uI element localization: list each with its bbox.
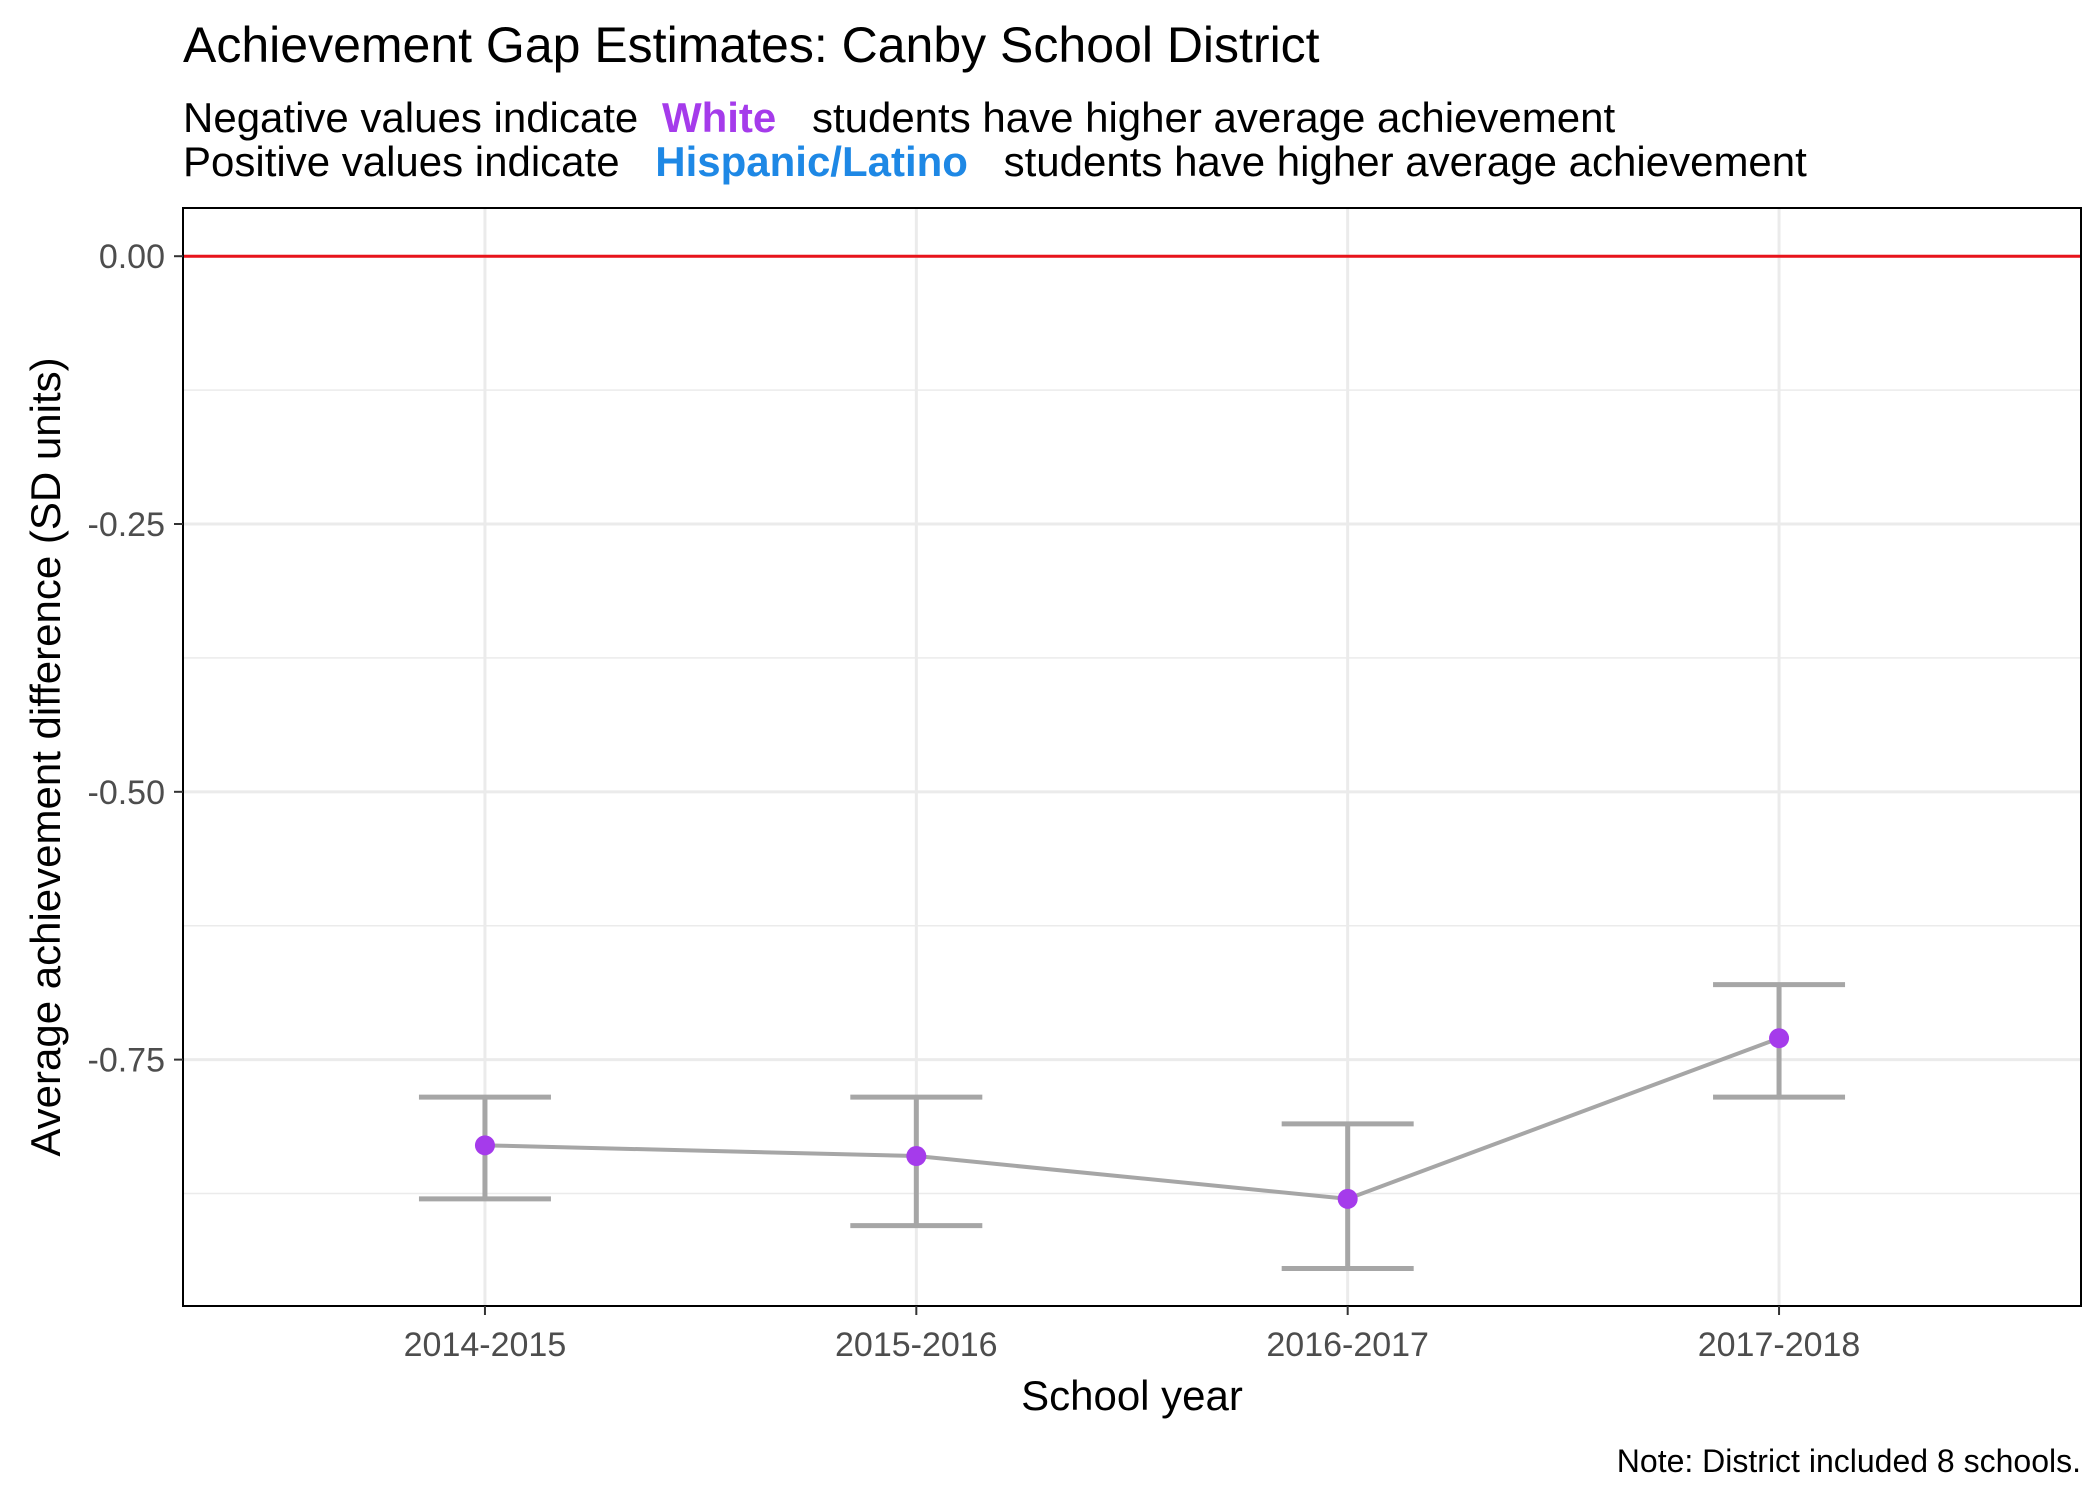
series-line	[484, 1036, 1780, 1201]
x-tick-label: 2015-2016	[835, 1326, 998, 1364]
y-tick-label: 0.00	[99, 238, 165, 276]
data-point	[1769, 1028, 1790, 1049]
chart-title: Achievement Gap Estimates: Canby School …	[183, 17, 1320, 73]
panel-border	[182, 207, 2082, 1307]
subtitle-2-hispanic-label: Hispanic/Latino	[655, 138, 968, 185]
subtitle-1-prefix: Negative values indicate	[183, 94, 638, 141]
caption-note: Note: District included 8 schools.	[1617, 1443, 2081, 1479]
subtitle-1-suffix: students have higher average achievement	[812, 94, 1616, 141]
subtitle-2-prefix: Positive values indicate	[183, 138, 620, 185]
x-tick-label: 2017-2018	[1698, 1326, 1861, 1364]
series-gap	[418, 982, 1846, 1272]
y-tick-label: -0.50	[88, 774, 166, 812]
y-tick-label: -0.75	[88, 1042, 166, 1080]
subtitle-line-1: Negative values indicate White students …	[183, 94, 1615, 141]
subtitle-1-white-label: White	[662, 94, 776, 141]
y-tick-label: -0.25	[88, 506, 166, 544]
subtitle-line-2: Positive values indicate Hispanic/Latino…	[183, 138, 1807, 185]
x-tick-label: 2014-2015	[404, 1326, 567, 1364]
x-axis-title: School year	[1021, 1372, 1243, 1419]
data-point	[474, 1135, 495, 1156]
data-point	[906, 1146, 927, 1167]
plot-panel	[182, 207, 2082, 1307]
x-axis: 2014-2015 2015-2016 2016-2017 2017-2018	[404, 1306, 1861, 1364]
data-point	[1337, 1188, 1358, 1209]
grid-minor	[183, 389, 2081, 1195]
panel-background	[183, 208, 2081, 1306]
x-tick-label: 2016-2017	[1266, 1326, 1429, 1364]
y-axis: 0.00 -0.25 -0.50 -0.75	[88, 238, 183, 1080]
subtitle-2-suffix: students have higher average achievement	[1004, 138, 1808, 185]
y-axis-title: Average achievement difference (SD units…	[22, 357, 69, 1156]
